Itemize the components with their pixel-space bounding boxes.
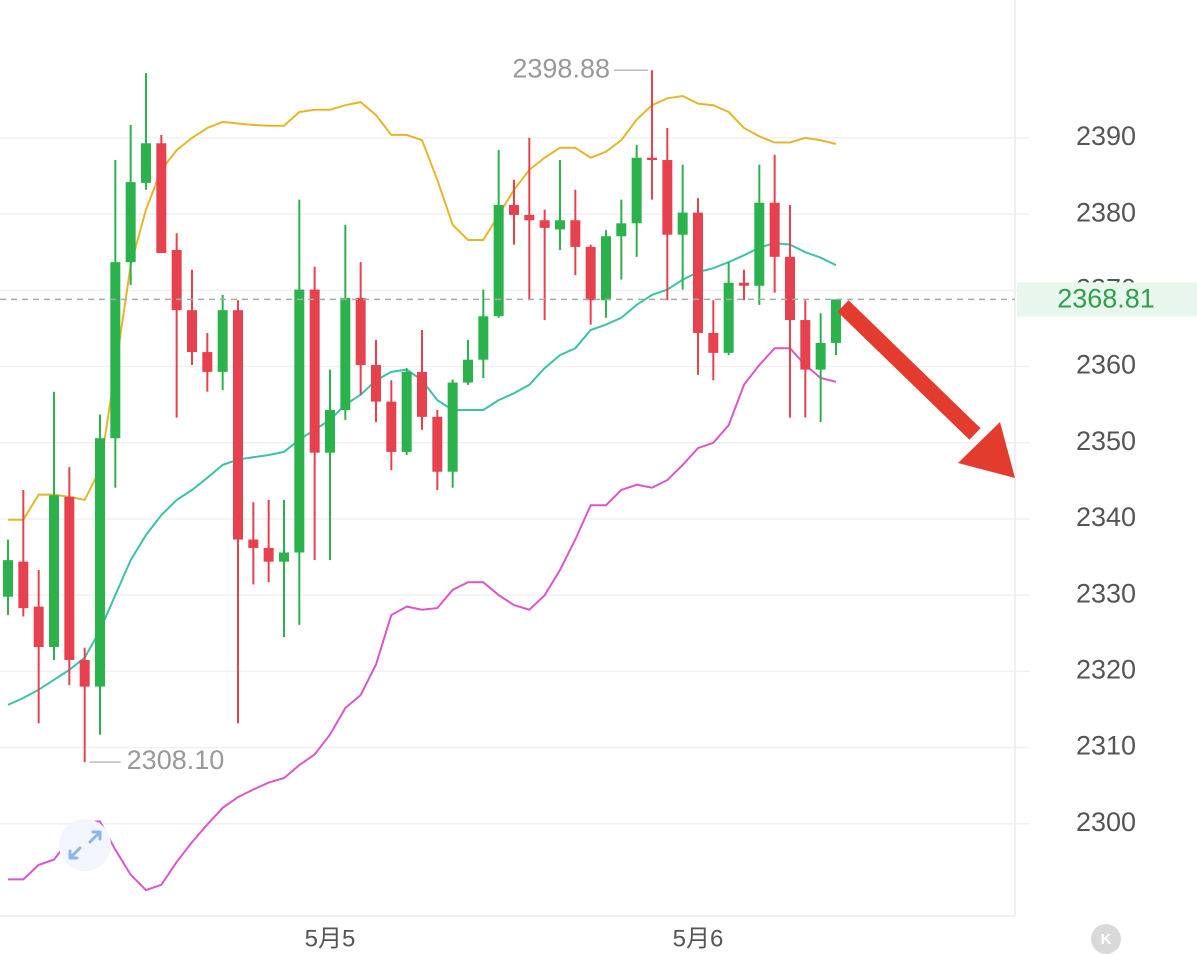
candle-body xyxy=(815,342,826,370)
high-marker-label: 2398.88 xyxy=(512,53,610,83)
candle-body xyxy=(401,371,412,452)
candle-body xyxy=(48,495,59,647)
candle-body xyxy=(217,310,228,372)
candle-body xyxy=(248,539,259,548)
band-line xyxy=(7,242,837,706)
last-price-label: 2368.81 xyxy=(1057,284,1155,314)
candle-body xyxy=(324,409,335,453)
candle-body xyxy=(33,606,44,647)
band-line xyxy=(8,94,837,521)
candle-body xyxy=(79,659,90,687)
candle-body xyxy=(508,204,519,215)
candle-body xyxy=(340,297,351,410)
plot xyxy=(3,70,841,892)
low-marker-label: 2308.10 xyxy=(127,745,225,775)
candle-body xyxy=(784,256,795,321)
y-tick-label: 2360 xyxy=(1076,350,1136,380)
candle-body xyxy=(830,299,841,343)
candle-body xyxy=(478,316,489,360)
k-icon-bg xyxy=(1091,924,1121,954)
candle-body xyxy=(554,220,565,230)
candle-body xyxy=(125,182,136,263)
y-tick-label: 2310 xyxy=(1076,731,1136,761)
candle-body xyxy=(754,202,765,286)
candle-body xyxy=(432,416,443,472)
k-icon-letter: K xyxy=(1101,931,1112,948)
candle-body xyxy=(309,289,320,453)
trend-arrow-shaft xyxy=(837,300,981,440)
candle-body xyxy=(171,249,182,311)
candle-body xyxy=(370,365,381,402)
candle-body xyxy=(355,297,366,366)
candle-body xyxy=(18,561,29,609)
candle-body xyxy=(646,157,657,161)
y-tick-label: 2350 xyxy=(1076,426,1136,456)
candle-body xyxy=(416,371,427,417)
candle-body xyxy=(738,282,749,286)
candle-body xyxy=(769,202,780,257)
candle-body xyxy=(156,143,167,254)
candle-body xyxy=(386,401,397,452)
candle-body xyxy=(447,382,458,472)
candle-body xyxy=(723,282,734,353)
candle-body xyxy=(202,352,213,372)
candle-body xyxy=(462,359,473,383)
candle-body xyxy=(677,212,688,235)
y-tick-label: 2330 xyxy=(1076,578,1136,608)
x-tick-label: 5月6 xyxy=(673,925,724,952)
y-tick-label: 2300 xyxy=(1076,807,1136,837)
candle-body xyxy=(493,204,504,317)
trend-arrow xyxy=(837,300,1015,478)
candle-body xyxy=(94,438,105,687)
candle-body xyxy=(631,157,642,224)
candle-body xyxy=(585,246,596,301)
y-tick-label: 2320 xyxy=(1076,655,1136,685)
candle-body xyxy=(616,223,627,237)
candle-body xyxy=(278,552,289,562)
candle-body xyxy=(3,560,13,597)
y-tick-label: 2340 xyxy=(1076,502,1136,532)
y-tick-label: 2380 xyxy=(1076,197,1136,227)
candle-body xyxy=(140,143,151,183)
k-icon[interactable]: K xyxy=(1091,924,1121,954)
candle-body xyxy=(662,160,673,235)
candle-body xyxy=(186,310,197,353)
candle-body xyxy=(539,220,550,228)
y-tick-label: 2390 xyxy=(1076,121,1136,151)
candle-body xyxy=(600,236,611,301)
x-tick-label: 5月5 xyxy=(305,925,356,952)
candle-body xyxy=(294,289,305,553)
candle-body xyxy=(524,214,535,221)
candle-body xyxy=(263,547,274,562)
expand-icon-bg xyxy=(59,819,111,871)
candle-body xyxy=(800,320,811,370)
last-price-box xyxy=(1017,282,1197,317)
expand-icon[interactable] xyxy=(59,819,111,871)
band-line xyxy=(8,347,837,892)
grid xyxy=(0,137,1030,825)
trend-arrow-head xyxy=(958,422,1015,478)
candle-body xyxy=(708,333,719,353)
candle-body xyxy=(64,496,75,660)
candle-body xyxy=(232,310,243,540)
expand-icon-arrows xyxy=(68,830,102,860)
candle-body xyxy=(570,220,581,247)
candle-body xyxy=(692,212,703,334)
candle-body xyxy=(110,262,121,439)
